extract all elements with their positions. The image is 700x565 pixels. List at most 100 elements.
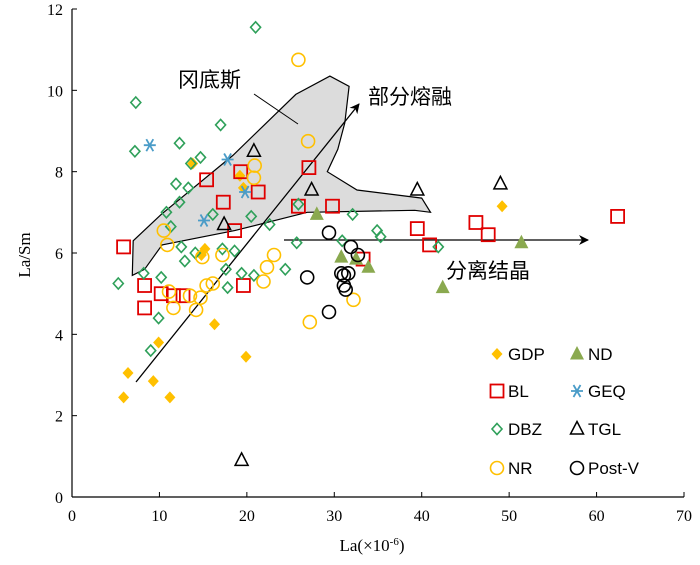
point-gdp [496,200,508,213]
point-gdp [199,242,211,255]
marker-shape [290,236,303,250]
point-dbz [374,230,387,244]
point-nr [256,274,271,289]
marker-shape [199,242,211,255]
x-axis-title-main: La(×10 [339,536,389,555]
marker-shape [240,350,252,363]
marker-shape [137,266,150,280]
marker-shape [152,311,165,325]
point-nr [266,247,282,263]
point-dbz [219,262,232,276]
point-dbz [137,266,150,280]
marker-shape [182,288,198,304]
marker-shape [409,221,425,237]
marker-shape [247,268,260,283]
x-tick-label: 70 [676,508,692,525]
marker-shape [235,278,251,293]
marker-shape [239,185,252,199]
point-gdp [122,367,134,379]
point-bl [175,288,191,304]
marker-shape [144,343,157,358]
marker-shape [338,282,354,297]
y-tick-label: 12 [47,2,63,19]
annotation-layer: 冈底斯 部分熔融 分离结晶 [178,68,530,283]
marker-shape [291,52,306,68]
marker-shape [279,262,292,276]
point-bl [233,164,249,180]
point-tgl [216,215,232,231]
marker-shape [233,451,250,467]
point-nr [161,284,177,299]
point-gdp [187,157,199,170]
marker-shape [245,209,258,224]
point-tgl [303,180,320,196]
marker-shape [166,300,181,316]
marker-shape [129,95,142,110]
point-bl [215,194,231,210]
point-geq [221,153,234,166]
point-post-v [350,247,366,263]
point-nd [361,259,376,273]
partial-melting-arrow [135,103,360,383]
x-tick-label: 50 [501,508,517,525]
legend-marker-post-v [569,460,585,476]
marker-shape [156,223,172,238]
point-gdp [118,391,130,404]
point-dbz [263,217,276,232]
point-post-v [321,304,337,320]
marker-shape [199,278,214,293]
marker-shape [188,302,204,318]
marker-shape [489,383,505,399]
point-dbz [129,95,142,110]
marker-shape [496,200,508,213]
marker-shape [435,279,450,294]
point-dbz [247,268,260,283]
y-axis-title: La/Sm [15,232,34,277]
point-dbz [290,236,303,250]
point-post-v [338,282,354,297]
point-dbz [173,195,186,209]
marker-shape [361,259,376,273]
marker-shape [334,249,349,263]
marker-shape [350,247,366,263]
marker-shape [112,276,125,291]
point-gdp [153,336,165,349]
marker-shape [570,346,584,360]
point-dbz [432,240,445,254]
point-tgl [233,451,250,467]
point-dbz [235,266,248,280]
marker-shape [128,144,141,158]
legend-label-nd: ND [588,345,613,364]
marker-shape [216,242,229,256]
point-gdp [164,391,176,404]
marker-shape [206,207,219,222]
point-dbz [221,280,234,295]
point-bl [137,300,153,316]
legend: GDP ND BL GEQ DBZ TGL NR Post-V [489,345,640,478]
point-dbz [206,207,219,222]
x-axis-title: La(×10-6) [339,536,404,555]
marker-shape [153,286,169,302]
marker-shape [205,276,221,291]
point-bl [301,160,317,176]
x-tick-label: 60 [589,508,605,525]
point-dbz [152,311,165,325]
marker-shape [346,207,359,222]
point-dbz [216,242,229,256]
series-geq [143,138,252,227]
point-nr [205,276,221,291]
x-tick-label: 10 [151,508,167,525]
marker-shape [256,274,271,289]
marker-shape [569,419,585,435]
y-tick-label: 8 [55,165,63,182]
point-nd [435,279,450,294]
marker-shape [164,391,176,404]
point-nr [215,247,230,263]
x-axis-title-exponent: -6 [390,536,400,548]
marker-shape [569,460,585,476]
marker-shape [214,118,227,132]
marker-shape [303,180,320,196]
legend-label-geq: GEQ [588,382,626,401]
marker-shape [249,20,262,34]
